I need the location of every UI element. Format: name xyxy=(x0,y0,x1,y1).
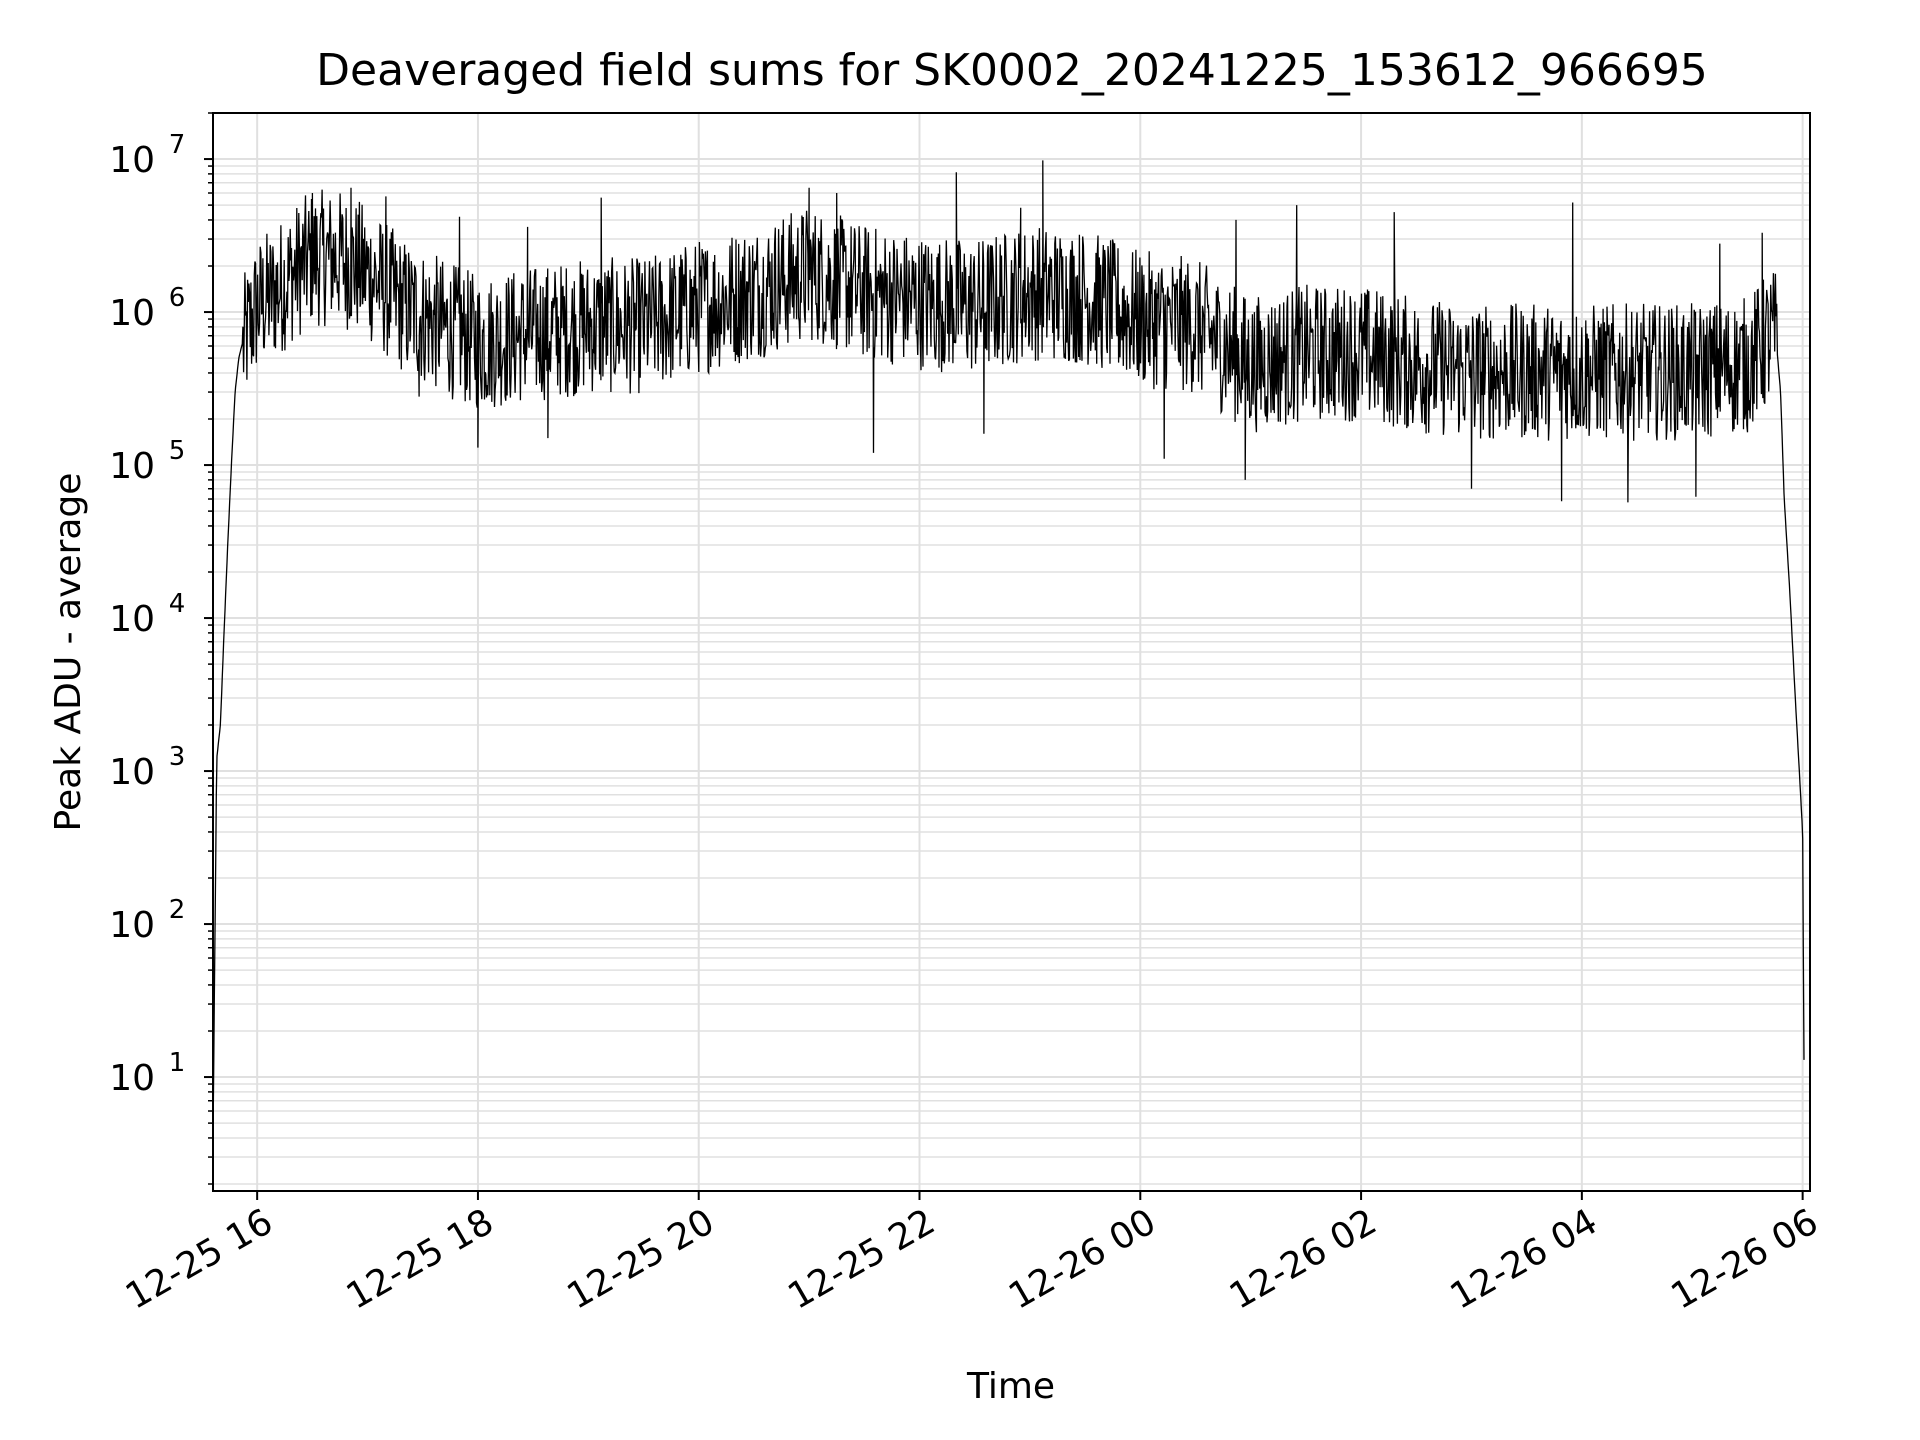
y-tick-base: 10 xyxy=(109,293,155,334)
y-tick-exponent: 4 xyxy=(169,589,186,619)
y-tick-exponent: 5 xyxy=(169,436,186,466)
y-axis-label: Peak ADU - average xyxy=(48,473,89,832)
y-tick-base: 10 xyxy=(109,446,155,487)
y-tick-base: 10 xyxy=(109,140,155,181)
y-tick-label: 10 xyxy=(109,599,155,640)
series-layer xyxy=(212,160,1805,1138)
y-tick-exponent: 3 xyxy=(169,742,186,772)
y-tick-label: 10 xyxy=(109,905,155,946)
y-tick-base: 10 xyxy=(109,752,155,793)
y-axis: 10 1 10 2 10 3 10 4 10 5 10 6 10 7 xyxy=(109,112,213,1185)
y-tick-label: 10 xyxy=(109,1058,155,1099)
y-tick-label: 10 xyxy=(109,446,155,487)
y-tick-base: 10 xyxy=(109,599,155,640)
y-tick-label: 10 xyxy=(109,140,155,181)
y-tick-exponent: 6 xyxy=(169,283,186,313)
y-tick-exponent: 1 xyxy=(169,1048,186,1078)
y-tick-label: 10 xyxy=(109,293,155,334)
x-axis-label: Time xyxy=(966,1366,1055,1407)
y-tick-label: 10 xyxy=(109,752,155,793)
chart-title: Deaveraged field sums for SK0002_2024122… xyxy=(316,45,1708,96)
y-tick-base: 10 xyxy=(109,905,155,946)
y-tick-base: 10 xyxy=(109,1058,155,1099)
y-tick-exponent: 2 xyxy=(169,895,186,925)
y-tick-exponent: 7 xyxy=(169,130,186,160)
series-line xyxy=(212,160,1805,1138)
